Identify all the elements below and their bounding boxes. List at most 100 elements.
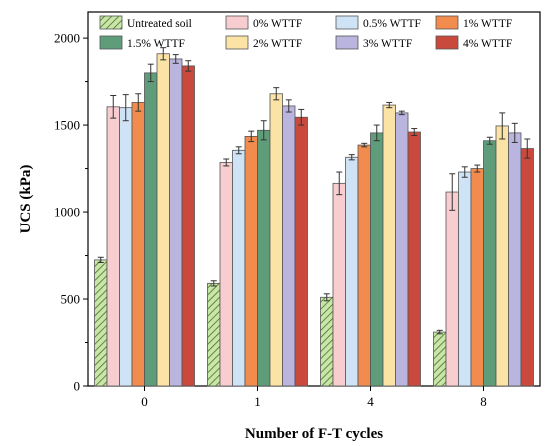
legend-label: 3% WTTF bbox=[363, 38, 412, 50]
error-bar-1pct-wttf-8 bbox=[474, 164, 481, 173]
x-tick-label: 8 bbox=[480, 394, 487, 409]
error-bar-2pct-wttf-4 bbox=[386, 101, 393, 109]
error-bar-0pct-wttf-8 bbox=[449, 173, 456, 211]
legend-label: 1% WTTF bbox=[463, 18, 512, 30]
error-bar-untreated-soil-0 bbox=[97, 256, 104, 263]
bar-3pct-wttf-1 bbox=[282, 105, 296, 387]
error-bar-0-5pct-wttf-0 bbox=[122, 94, 129, 122]
legend-swatch bbox=[225, 35, 249, 50]
bar-1-5pct-wttf-1 bbox=[257, 129, 271, 387]
legend-swatch bbox=[435, 15, 459, 30]
error-bar-2pct-wttf-1 bbox=[273, 87, 280, 101]
error-bar-untreated-soil-1 bbox=[210, 280, 217, 287]
bar-4pct-wttf-4 bbox=[407, 131, 421, 387]
y-tick-label: 1500 bbox=[54, 118, 80, 133]
legend-swatch bbox=[225, 15, 249, 30]
error-bar-3pct-wttf-0 bbox=[172, 54, 179, 64]
legend-label: 0.5% WTTF bbox=[363, 18, 421, 30]
x-tick-label: 4 bbox=[367, 394, 374, 409]
bar-2pct-wttf-0 bbox=[156, 53, 170, 387]
y-tick-label: 0 bbox=[74, 379, 81, 394]
legend-item-1-5pct-wttf: 1.5% WTTF bbox=[99, 35, 185, 50]
error-bar-4pct-wttf-8 bbox=[524, 138, 531, 159]
bar-0pct-wttf-8 bbox=[445, 191, 459, 387]
bar-4pct-wttf-8 bbox=[520, 148, 534, 387]
legend-item-untreated-soil: Untreated soil bbox=[99, 15, 192, 30]
error-bar-untreated-soil-4 bbox=[323, 293, 330, 302]
error-bar-1pct-wttf-1 bbox=[248, 130, 255, 143]
bar-3pct-wttf-8 bbox=[508, 132, 522, 387]
bar-untreated-soil-1 bbox=[207, 282, 221, 387]
error-bar-untreated-soil-8 bbox=[436, 329, 443, 335]
error-bar-0-5pct-wttf-4 bbox=[348, 154, 355, 161]
bar-2pct-wttf-8 bbox=[495, 125, 509, 387]
bar-1pct-wttf-0 bbox=[131, 102, 145, 387]
legend-swatch bbox=[335, 35, 359, 50]
error-bar-4pct-wttf-0 bbox=[185, 60, 192, 72]
bar-0-5pct-wttf-1 bbox=[232, 149, 246, 387]
y-axis-title: UCS (kPa) bbox=[18, 165, 34, 234]
bar-untreated-soil-8 bbox=[433, 331, 447, 387]
y-axis: 0 500 1000 1500 2000 bbox=[54, 31, 88, 394]
legend-swatch bbox=[99, 15, 123, 30]
x-tick-label: 1 bbox=[254, 394, 261, 409]
bar-1pct-wttf-4 bbox=[357, 144, 371, 387]
error-bar-1pct-wttf-4 bbox=[361, 142, 368, 148]
error-bar-1-5pct-wttf-0 bbox=[147, 63, 154, 83]
error-bar-0pct-wttf-4 bbox=[336, 171, 343, 196]
error-bar-1-5pct-wttf-8 bbox=[486, 136, 493, 145]
y-tick-label: 2000 bbox=[54, 31, 80, 46]
bar-0pct-wttf-4 bbox=[332, 182, 346, 387]
bar-1-5pct-wttf-8 bbox=[483, 140, 497, 387]
error-bar-3pct-wttf-1 bbox=[285, 99, 292, 113]
legend-item-0pct-wttf: 0% WTTF bbox=[225, 15, 302, 30]
legend-label: 1.5% WTTF bbox=[127, 38, 185, 50]
error-bar-0-5pct-wttf-8 bbox=[461, 166, 468, 178]
legend-item-3pct-wttf: 3% WTTF bbox=[335, 35, 412, 50]
bar-0pct-wttf-0 bbox=[106, 106, 120, 387]
legend-swatch bbox=[99, 35, 123, 50]
error-bar-4pct-wttf-1 bbox=[298, 108, 305, 126]
bar-2pct-wttf-1 bbox=[269, 93, 283, 387]
bar-3pct-wttf-4 bbox=[395, 112, 409, 387]
legend-label: 2% WTTF bbox=[253, 38, 302, 50]
plot-frame bbox=[87, 11, 541, 387]
legend-swatch bbox=[335, 15, 359, 30]
legend-label: Untreated soil bbox=[127, 18, 192, 30]
legend-label: 4% WTTF bbox=[463, 38, 512, 50]
bar-4pct-wttf-0 bbox=[181, 65, 195, 387]
bar-0-5pct-wttf-0 bbox=[119, 107, 133, 387]
bar-0pct-wttf-1 bbox=[219, 162, 233, 387]
legend-item-1pct-wttf: 1% WTTF bbox=[435, 15, 512, 30]
x-tick-label: 0 bbox=[141, 394, 148, 409]
error-bar-3pct-wttf-4 bbox=[398, 110, 405, 116]
error-bar-1-5pct-wttf-4 bbox=[373, 124, 380, 142]
x-axis: 0 1 4 8 bbox=[141, 386, 487, 409]
bar-3pct-wttf-0 bbox=[169, 58, 183, 387]
legend-item-0-5pct-wttf: 0.5% WTTF bbox=[335, 15, 421, 30]
error-bar-4pct-wttf-4 bbox=[411, 128, 418, 137]
error-bar-3pct-wttf-8 bbox=[511, 122, 518, 143]
legend-swatch bbox=[435, 35, 459, 50]
error-bar-2pct-wttf-8 bbox=[499, 112, 506, 140]
bar-1-5pct-wttf-4 bbox=[370, 132, 384, 387]
bar-1pct-wttf-8 bbox=[470, 168, 484, 387]
bar-0-5pct-wttf-8 bbox=[458, 171, 472, 387]
bars-group bbox=[94, 47, 534, 387]
error-bar-2pct-wttf-0 bbox=[160, 47, 167, 61]
error-bar-1pct-wttf-0 bbox=[135, 93, 142, 112]
error-bar-0-5pct-wttf-1 bbox=[235, 146, 242, 155]
y-tick-label: 1000 bbox=[54, 205, 80, 220]
bar-4pct-wttf-1 bbox=[294, 116, 308, 387]
legend-label: 0% WTTF bbox=[253, 18, 302, 30]
legend: Untreated soil 0% WTTF 0.5% WTTF 1% WTTF 1.5… bbox=[99, 15, 512, 50]
bar-untreated-soil-4 bbox=[320, 296, 334, 387]
error-bar-0pct-wttf-0 bbox=[110, 94, 117, 119]
bar-untreated-soil-0 bbox=[94, 259, 108, 387]
bar-2pct-wttf-4 bbox=[382, 104, 396, 387]
legend-item-2pct-wttf: 2% WTTF bbox=[225, 35, 302, 50]
x-axis-title: Number of F-T cycles bbox=[245, 426, 383, 442]
error-bar-0pct-wttf-1 bbox=[223, 158, 230, 167]
legend-item-4pct-wttf: 4% WTTF bbox=[435, 35, 512, 50]
